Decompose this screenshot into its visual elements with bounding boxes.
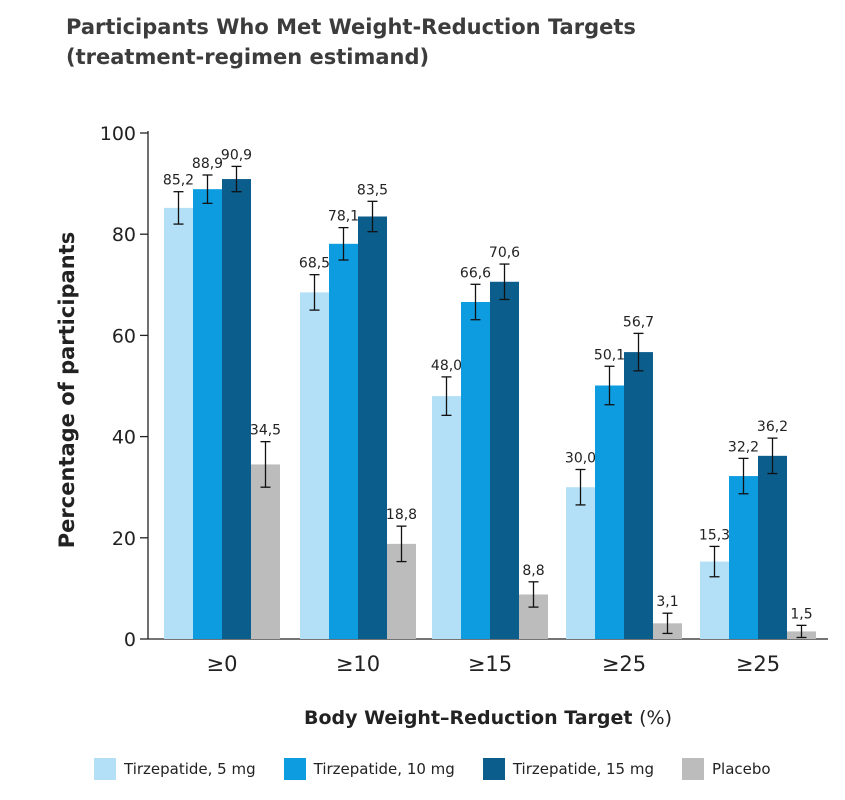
- y-tick-label: 60: [112, 325, 136, 347]
- bar: [461, 302, 490, 639]
- data-label: 66,6: [460, 265, 491, 281]
- bar: [595, 385, 624, 639]
- legend-label: Placebo: [712, 760, 771, 778]
- x-tick-label: ≥10: [336, 652, 380, 676]
- x-tick-label: ≥0: [207, 652, 238, 676]
- x-axis-label: Body Weight–Reduction Target (%): [304, 707, 672, 729]
- data-label: 34,5: [250, 423, 281, 439]
- legend-item: Tirzepatide, 5 mg: [94, 758, 256, 780]
- legend-label: Tirzepatide, 10 mg: [313, 760, 455, 778]
- legend-item: Placebo: [682, 758, 771, 780]
- data-label: 8,8: [522, 563, 544, 579]
- x-tick-label: ≥25: [736, 652, 780, 676]
- legend-swatch: [482, 758, 505, 780]
- y-tick-label: 80: [112, 224, 136, 246]
- y-tick-label: 20: [112, 528, 136, 550]
- x-axis-label-main: Body Weight–Reduction Target: [304, 707, 639, 729]
- legend-label: Tirzepatide, 15 mg: [512, 760, 655, 778]
- y-axis-label: Percentage of participants: [55, 232, 79, 548]
- title-line-1: Participants Who Met Weight-Reduction Ta…: [66, 15, 636, 39]
- data-label: 83,5: [357, 182, 388, 198]
- bar: [251, 464, 280, 639]
- y-tick-label: 100: [100, 123, 136, 145]
- x-axis-label-unit: (%): [639, 707, 672, 729]
- bar: [624, 352, 653, 639]
- bar: [729, 476, 758, 639]
- data-label: 90,9: [221, 147, 252, 163]
- data-label: 48,0: [431, 358, 462, 374]
- data-label: 56,7: [623, 314, 654, 330]
- legend-swatch: [94, 758, 116, 780]
- data-label: 88,9: [192, 156, 223, 172]
- data-label: 1,5: [790, 606, 812, 622]
- bar: [432, 396, 461, 639]
- bar: [193, 189, 222, 639]
- data-label: 30,0: [565, 450, 596, 466]
- data-label: 68,5: [299, 256, 330, 272]
- bar: [329, 243, 358, 639]
- legend-item: Tirzepatide, 15 mg: [482, 758, 655, 780]
- data-label: 32,2: [728, 439, 759, 455]
- bar: [490, 281, 519, 639]
- bar: [300, 292, 329, 639]
- data-label: 3,1: [656, 594, 678, 610]
- x-tick-label: ≥15: [468, 652, 512, 676]
- data-label: 36,2: [757, 419, 788, 435]
- data-label: 18,8: [386, 507, 417, 523]
- data-label: 85,2: [163, 173, 194, 189]
- x-tick-label: ≥25: [602, 652, 646, 676]
- y-tick-label: 0: [124, 629, 136, 651]
- data-label: 15,3: [699, 527, 730, 543]
- legend-swatch: [283, 758, 306, 780]
- y-tick-label: 40: [112, 427, 136, 449]
- legend: Tirzepatide, 5 mg Tirzepatide, 10 mg Tirze…: [94, 758, 799, 780]
- bar: [758, 455, 787, 639]
- bar: [566, 487, 595, 639]
- legend-item: Tirzepatide, 10 mg: [283, 758, 455, 780]
- legend-label: Tirzepatide, 5 mg: [124, 760, 256, 778]
- chart-title: Participants Who Met Weight-Reduction Ta…: [66, 12, 636, 72]
- bar: [164, 207, 193, 639]
- data-label: 70,6: [489, 245, 520, 261]
- bar: [358, 216, 387, 640]
- legend-swatch: [682, 758, 705, 780]
- data-label: 78,1: [328, 209, 359, 225]
- title-line-2: (treatment-regimen estimand): [66, 45, 430, 69]
- bar: [222, 179, 251, 639]
- data-label: 50,1: [594, 347, 625, 363]
